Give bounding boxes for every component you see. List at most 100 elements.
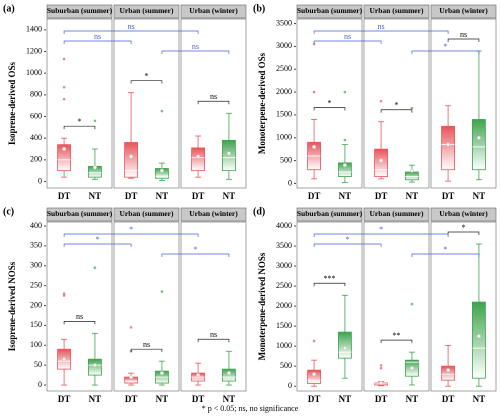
outlier — [312, 42, 316, 46]
y-tick-label: 400 — [30, 133, 42, 142]
comparison-label: * — [193, 245, 197, 254]
outlier — [62, 85, 66, 89]
facet-label: Urban (winter) — [189, 6, 238, 15]
x-tick-label: DT — [308, 191, 321, 201]
x-tick-label: NT — [89, 394, 102, 404]
x-tick-label: DT — [442, 394, 455, 404]
y-tick-label: 3500 — [276, 241, 292, 250]
comparison-label: ns — [94, 32, 101, 41]
y-tick-label: 0 — [288, 381, 292, 390]
significance-label: * — [328, 98, 332, 107]
y-tick-label: 2500 — [276, 64, 292, 73]
comparison-bracket — [161, 253, 230, 257]
y-tick-label: 150 — [30, 320, 42, 329]
facet-label: Urban (winter) — [439, 6, 488, 15]
significance-label: * — [462, 223, 466, 232]
x-tick-label: DT — [308, 394, 321, 404]
y-tick-label: 4000 — [276, 221, 292, 230]
box — [374, 148, 388, 177]
x-tick-label: DT — [125, 394, 138, 404]
y-tick-label: 2000 — [276, 301, 292, 310]
comparison-label: ns — [192, 42, 199, 51]
y-tick-label: 400 — [30, 221, 42, 230]
outlier — [410, 302, 414, 306]
y-tick-label: 0 — [38, 176, 42, 185]
mean-point — [92, 363, 97, 368]
significance-bracket — [130, 80, 163, 84]
y-tick-label: 0 — [288, 178, 292, 187]
facet-label: Urban (summer) — [120, 6, 174, 15]
significance-label: * — [78, 117, 82, 126]
y-axis-label: Isoprene-derived OSs — [7, 61, 17, 145]
mean-point — [159, 371, 164, 376]
significance-label: * — [145, 71, 149, 80]
y-axis-label: Monoterpene-derived NOSs — [257, 252, 267, 360]
footnote: * p < 0.05; ns, no significance — [202, 404, 299, 413]
outlier — [343, 138, 347, 142]
y-tick-label: 1200 — [26, 46, 42, 55]
y-tick-label: 50 — [34, 360, 42, 369]
comparison-label: * — [346, 235, 350, 244]
significance-label: ns — [460, 30, 467, 39]
comparison-label: ns — [128, 22, 135, 31]
panel-label: (a) — [3, 3, 15, 14]
y-tick-label: 100 — [30, 340, 42, 349]
x-tick-label: NT — [223, 191, 236, 201]
facet-label: Urban (summer) — [370, 6, 424, 15]
mean-point — [342, 163, 347, 168]
significance-bracket — [380, 109, 413, 113]
box — [338, 162, 352, 177]
comparison-bracket — [63, 243, 132, 247]
outlier — [160, 109, 164, 113]
facet-frame — [430, 18, 497, 189]
x-tick-label: NT — [156, 394, 169, 404]
x-tick-label: DT — [375, 191, 388, 201]
y-tick-label: 250 — [30, 280, 42, 289]
comparison-label: ns — [378, 22, 385, 31]
significance-bracket — [313, 107, 346, 111]
mean-point — [226, 151, 231, 156]
significance-label: ns — [210, 92, 217, 101]
x-tick-label: NT — [156, 191, 169, 201]
box — [441, 365, 455, 381]
outlier — [62, 57, 66, 61]
significance-bracket — [63, 125, 96, 130]
mean-point — [409, 168, 414, 173]
box — [155, 168, 169, 179]
facet-label: Urban (summer) — [370, 209, 424, 218]
y-tick-label: 600 — [30, 111, 42, 120]
facet-frame — [296, 221, 363, 392]
significance-bracket — [380, 339, 413, 344]
mean-point — [196, 373, 201, 378]
comparison-bracket — [161, 50, 230, 54]
facet-frame — [363, 18, 430, 189]
significance-bracket — [197, 100, 230, 105]
comparison-bracket — [63, 30, 199, 34]
facet-label: Suburban (summer) — [297, 6, 363, 15]
significance-label: ns — [76, 312, 83, 321]
facet-strip — [113, 4, 180, 19]
x-tick-label: NT — [339, 394, 352, 404]
x-tick-label: NT — [473, 394, 486, 404]
x-tick-label: DT — [58, 394, 71, 404]
significance-label: ns — [143, 340, 150, 349]
mean-point — [379, 158, 384, 163]
significance-bracket — [447, 38, 480, 42]
comparison-bracket — [63, 233, 199, 237]
outlier — [62, 292, 66, 295]
facet-strip — [430, 207, 497, 222]
outlier — [343, 90, 347, 94]
y-tick-label: 300 — [30, 261, 42, 270]
y-tick-label: 3000 — [276, 41, 292, 50]
facet-frame — [363, 221, 430, 392]
y-axis-label: Isoprene-derived NOSs — [7, 261, 17, 351]
x-tick-label: DT — [192, 394, 205, 404]
y-tick-label: 3000 — [276, 261, 292, 270]
outlier — [410, 106, 414, 110]
mean-point — [196, 154, 201, 159]
x-tick-label: DT — [192, 191, 205, 201]
facet-strip — [46, 4, 113, 19]
facet-frame — [180, 221, 247, 392]
x-tick-label: NT — [223, 394, 236, 404]
facet-frame — [113, 18, 180, 189]
